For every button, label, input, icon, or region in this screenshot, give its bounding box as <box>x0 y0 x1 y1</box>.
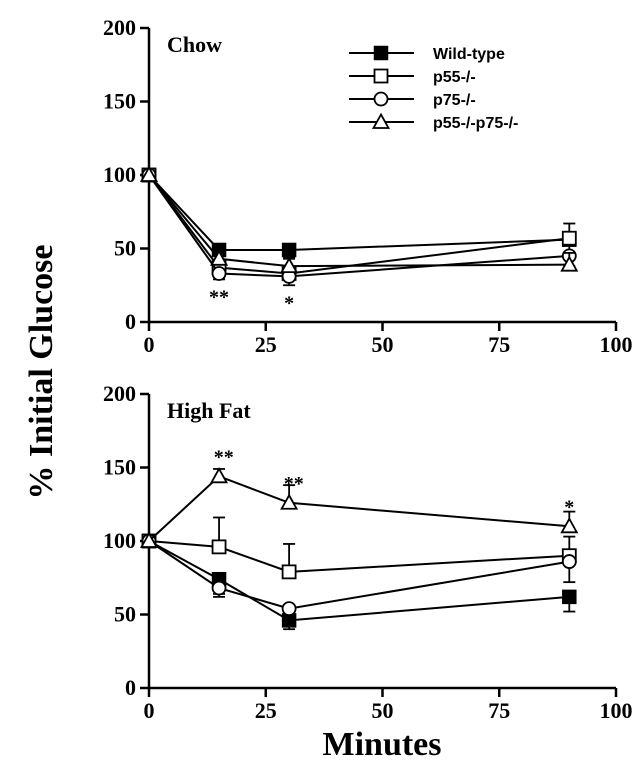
x-tick-label: 75 <box>488 698 510 723</box>
legend-marker <box>373 91 389 107</box>
data-point <box>139 531 159 548</box>
y-tick-label: 100 <box>103 162 136 187</box>
series-open-circle <box>141 533 577 619</box>
data-point <box>561 230 577 246</box>
x-tick-label: 100 <box>600 332 633 357</box>
legend-marker <box>373 68 389 84</box>
series-filled-square <box>141 167 577 266</box>
significance-annotation: * <box>564 497 574 519</box>
panel-title: Chow <box>167 32 222 57</box>
y-tick-label: 200 <box>103 15 136 40</box>
y-tick-label: 50 <box>114 602 136 627</box>
legend-label: Wild-type <box>433 46 505 63</box>
significance-annotation: ** <box>214 447 234 469</box>
y-tick-label: 150 <box>103 89 136 114</box>
significance-annotation: ** <box>284 473 304 495</box>
x-tick-label: 25 <box>255 698 277 723</box>
legend-label: p55-/- <box>433 69 476 86</box>
data-point <box>211 580 227 596</box>
legend-entry: p55-/-p75-/- <box>349 112 518 132</box>
series-open-triangle <box>139 165 579 274</box>
data-point <box>210 249 229 266</box>
significance-annotation: ** <box>209 287 229 309</box>
series-line <box>148 540 570 622</box>
data-point <box>139 165 159 182</box>
series-open-square <box>141 167 577 281</box>
data-point <box>281 564 297 580</box>
y-tick-label: 150 <box>103 455 136 480</box>
data-point <box>280 256 299 274</box>
x-tick-label: 0 <box>144 332 155 357</box>
data-point <box>210 466 229 484</box>
series-line <box>148 540 570 610</box>
data-point <box>561 554 577 569</box>
series-line <box>148 475 570 542</box>
x-tick-label: 75 <box>488 332 510 357</box>
x-tick-label: 50 <box>372 698 394 723</box>
x-tick-label: 50 <box>372 332 394 357</box>
series-open-triangle <box>139 466 579 548</box>
series-filled-square <box>141 533 577 631</box>
panel-title: High Fat <box>167 398 251 423</box>
legend-marker <box>371 112 391 129</box>
legend-entry: Wild-type <box>349 45 505 63</box>
data-point <box>211 266 227 281</box>
data-point <box>562 589 577 605</box>
data-point <box>281 601 297 617</box>
legend-entry: p75-/- <box>349 91 476 109</box>
data-point <box>560 516 579 534</box>
series-open-circle <box>141 167 577 287</box>
x-tick-label: 100 <box>600 698 633 723</box>
legend-label: p75-/- <box>433 92 476 109</box>
y-tick-label: 0 <box>125 675 136 700</box>
data-point <box>280 493 299 510</box>
series-line <box>148 174 570 275</box>
legend-entry: p55-/- <box>349 68 476 86</box>
y-axis-title: % Initial Glucose <box>23 244 60 499</box>
y-tick-label: 100 <box>103 528 136 553</box>
x-tick-label: 25 <box>255 332 277 357</box>
series-open-square <box>141 516 577 580</box>
legend-label: p55-/-p75-/- <box>433 115 518 132</box>
data-point <box>211 539 227 555</box>
significance-annotation: * <box>284 292 294 314</box>
series-line <box>148 540 570 573</box>
y-tick-label: 0 <box>125 309 136 334</box>
series-line <box>148 174 570 268</box>
series-line <box>148 174 570 251</box>
y-tick-label: 200 <box>103 381 136 406</box>
data-point <box>560 255 579 272</box>
x-tick-label: 0 <box>144 698 155 723</box>
legend-marker <box>373 45 389 61</box>
data-point <box>281 242 297 258</box>
y-tick-label: 50 <box>114 236 136 261</box>
x-axis-title: Minutes <box>323 726 442 763</box>
